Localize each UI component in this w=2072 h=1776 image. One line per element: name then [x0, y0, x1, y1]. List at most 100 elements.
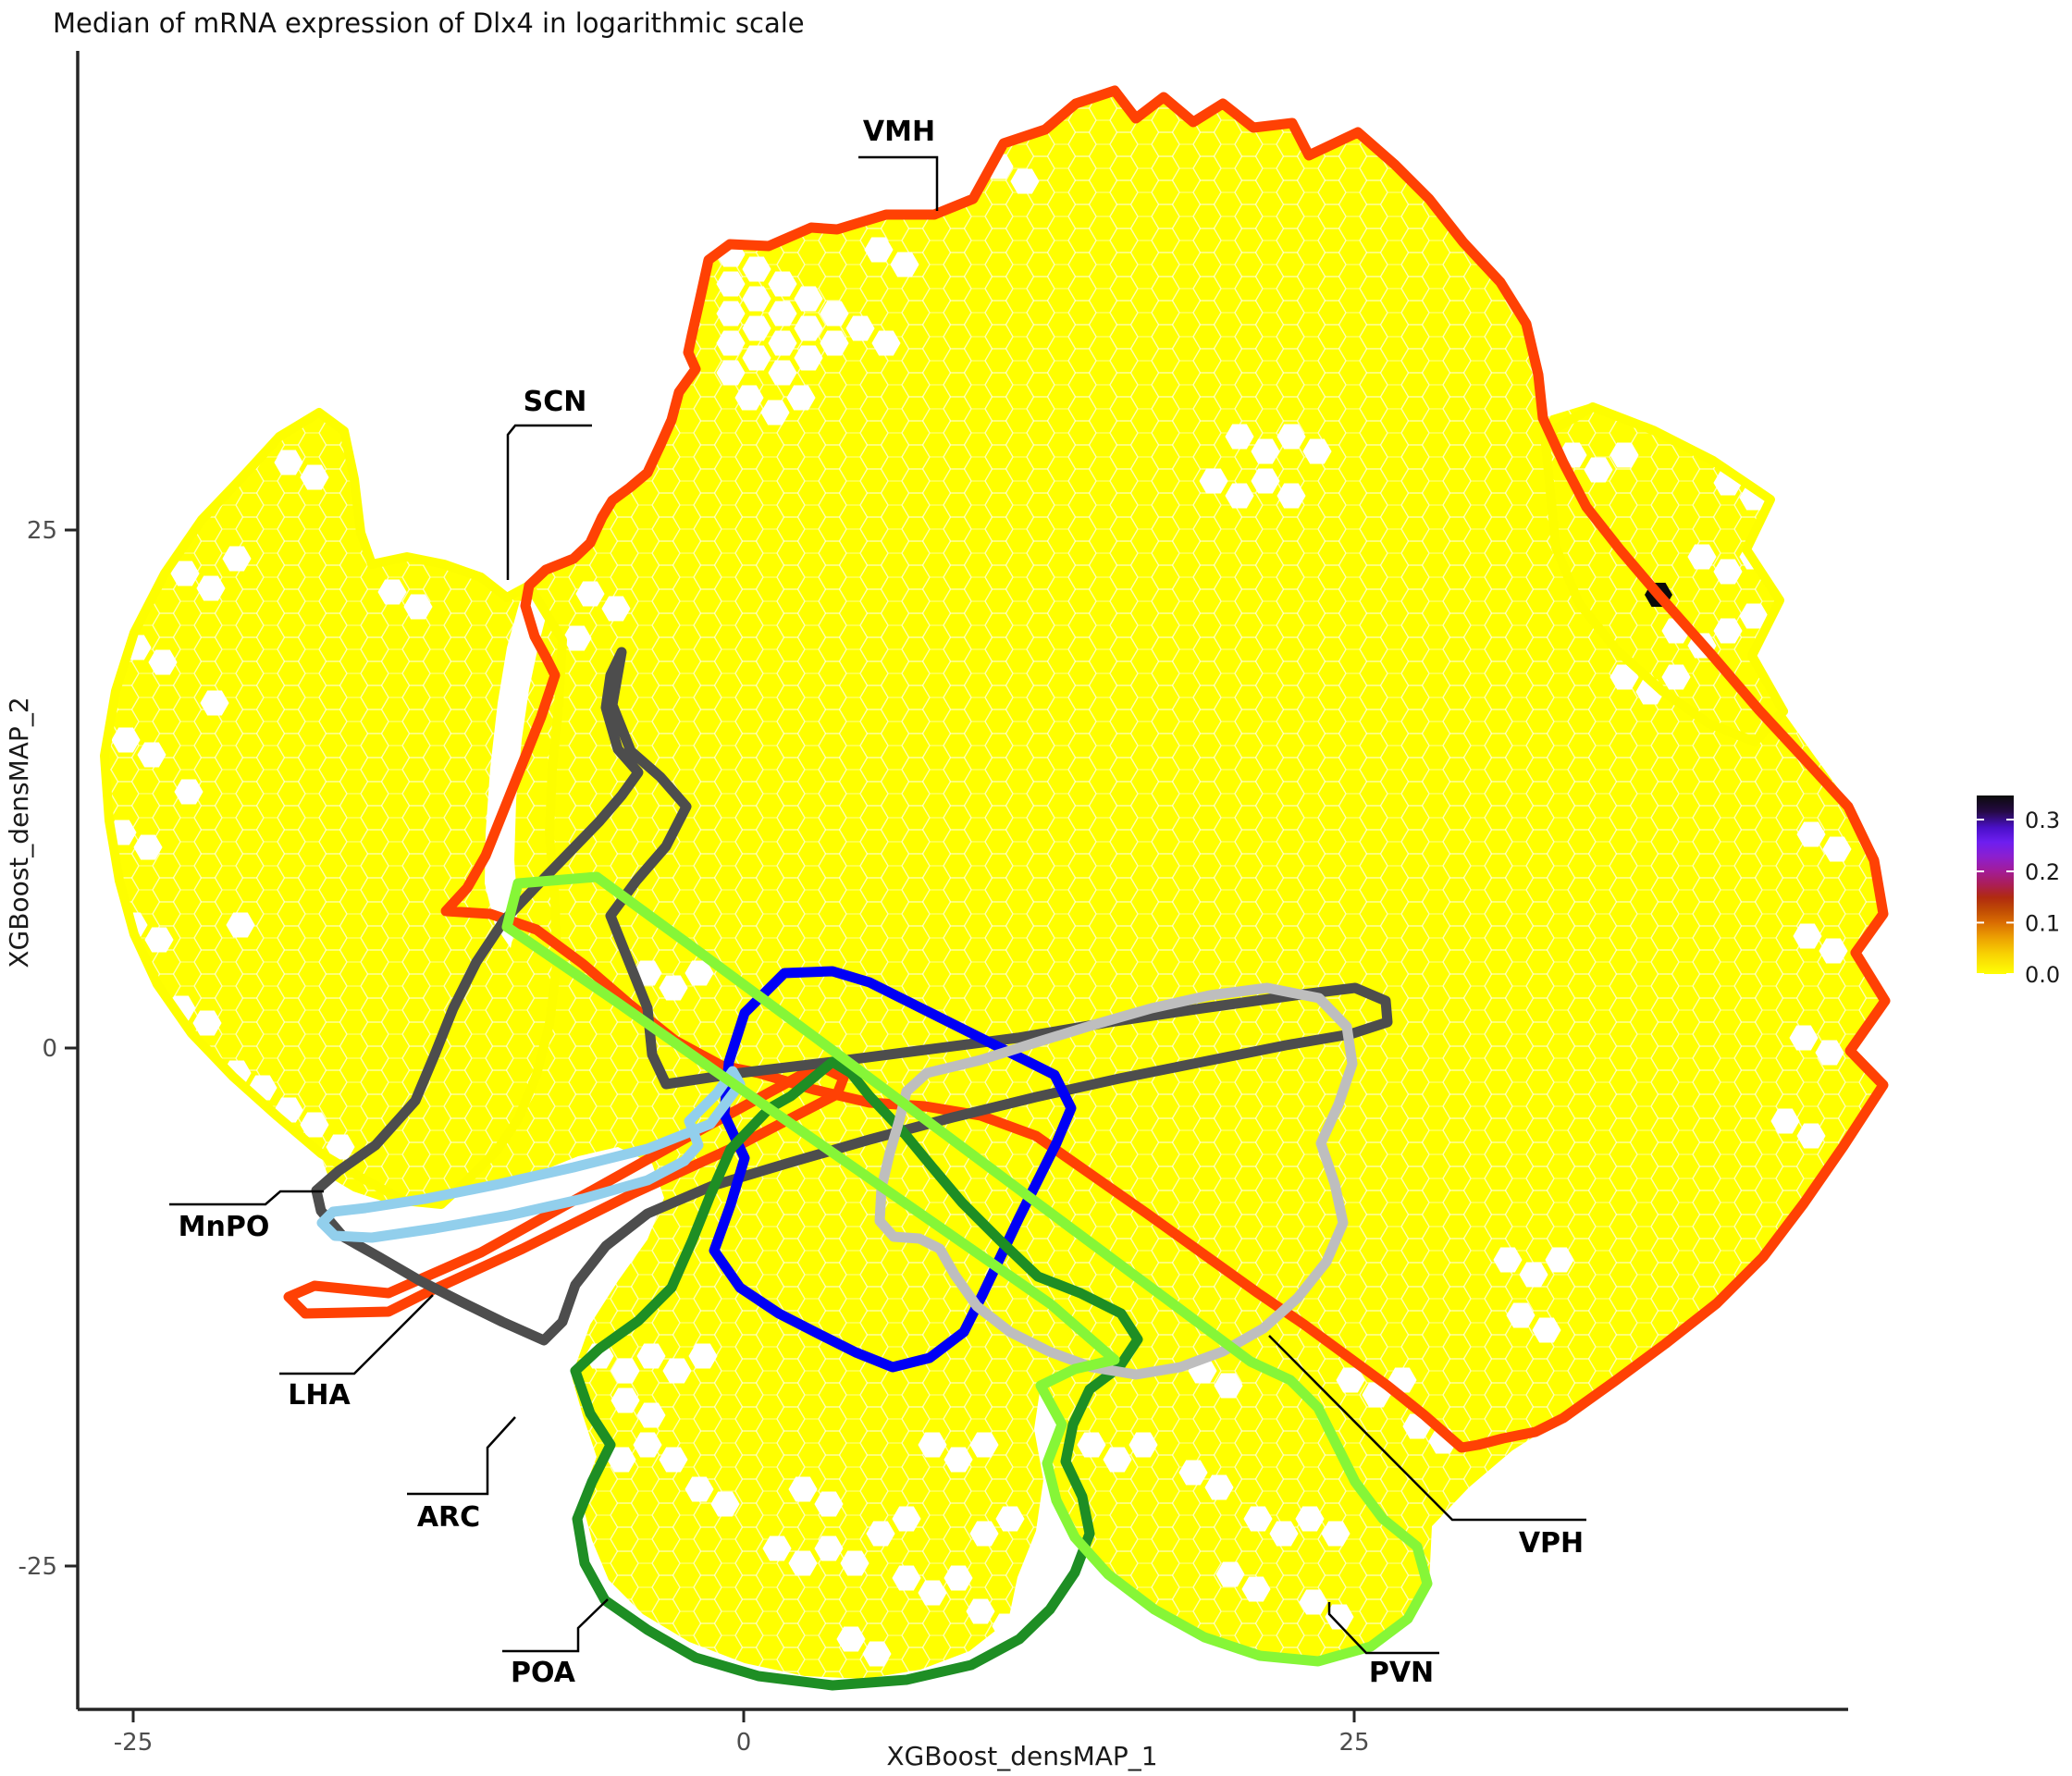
hex-hole [144, 927, 174, 953]
hex-hole [716, 301, 746, 327]
hex-hole [610, 1388, 640, 1413]
x-axis-title: XGBoost_densMAP_1 [886, 1741, 1157, 1771]
hex-hole [992, 1613, 1021, 1639]
hex-hole [1819, 938, 1848, 964]
hex-hole [1325, 1604, 1354, 1630]
hex-hole [562, 625, 592, 651]
hex-hole [1661, 664, 1691, 690]
hex-hole [1796, 821, 1826, 847]
hex-hole [794, 286, 823, 312]
legend-tick-label: 0.1 [2025, 910, 2060, 936]
hex-hole [688, 1343, 718, 1369]
legend-layer: 0.3 0.2 0.1 0.0 [1977, 796, 2060, 988]
region-label-arc: ARC [417, 1501, 480, 1534]
hex-hole [862, 1641, 892, 1667]
hex-hole [892, 1506, 921, 1532]
hex-hole [1295, 1506, 1325, 1532]
hexbin-mass [102, 91, 1887, 1679]
hex-hole [1251, 468, 1280, 494]
hex-hole [377, 579, 407, 605]
hex-hole [137, 742, 166, 768]
hex-hole [1302, 438, 1332, 464]
region-outline-poa [570, 1056, 1143, 1691]
hex-hole [1532, 1317, 1561, 1343]
hex-hole [836, 1626, 866, 1652]
hex-hole [1610, 442, 1639, 468]
annotation-layer: VMH SCN MnPO LHA ARC POA VPH PVN [169, 116, 1586, 1689]
hex-hole [1519, 1262, 1548, 1288]
hex-hole [788, 1476, 818, 1502]
hex-hole [1128, 1432, 1158, 1458]
hex-hole [1214, 1373, 1243, 1399]
hex-hole [969, 1432, 999, 1458]
hex-hole [1276, 483, 1306, 509]
y-tick-label: -25 [18, 1553, 57, 1581]
hex-hole [1241, 1576, 1271, 1602]
hex-hole [788, 1550, 818, 1576]
hex-hole [794, 315, 823, 341]
hex-hole [1077, 1432, 1106, 1458]
hex-hole [1299, 1589, 1328, 1615]
hex-hole [742, 315, 771, 341]
hex-hole [1584, 457, 1613, 483]
hex-hole [1215, 1561, 1245, 1587]
hex-hole [1493, 1247, 1523, 1273]
hex-hole [1687, 544, 1717, 570]
leader-line-scn [506, 424, 592, 580]
leader-line-poa [502, 1598, 609, 1653]
hex-hole [742, 256, 771, 282]
hex-hole [1010, 168, 1040, 194]
hex-hole [890, 252, 919, 278]
hex-hole [222, 546, 252, 572]
hex-hole [684, 960, 714, 986]
legend-tick-label: 0.2 [2025, 859, 2060, 885]
leader-line-lha [279, 1294, 434, 1375]
hex-hole [871, 330, 901, 356]
hex-hole [1276, 424, 1306, 450]
leader-line-arc [407, 1416, 516, 1496]
region-label-scn: SCN [524, 386, 587, 418]
hex-hole [918, 1580, 947, 1606]
hex-hole [192, 1010, 222, 1036]
hex-hole [786, 385, 816, 411]
region-label-lha: LHA [288, 1379, 351, 1412]
hex-hole [1199, 468, 1228, 494]
region-outline-arc [709, 966, 1077, 1373]
region-outline-mnpo [316, 1066, 746, 1243]
y-tick-label: 25 [27, 517, 57, 545]
hex-hole [1225, 424, 1254, 450]
plot-title: Median of mRNA expression of Dlx4 in log… [53, 7, 805, 39]
hex-hole [1321, 1521, 1350, 1547]
hex-hole [1789, 1025, 1819, 1051]
hex-hole [1713, 559, 1743, 585]
hex-hole [742, 286, 771, 312]
hex-hole [662, 1358, 692, 1384]
hex-hole [918, 1432, 947, 1458]
hex-hole [734, 385, 764, 411]
hex-hole [1545, 1247, 1574, 1273]
hex-hole [601, 596, 631, 622]
hex-hole [969, 1521, 999, 1547]
hex-hole [403, 594, 433, 620]
hex-hole [820, 301, 849, 327]
hex-hole [820, 330, 849, 356]
hex-hole [768, 360, 797, 386]
region-outline-vph [874, 982, 1358, 1380]
region-label-pvn: PVN [1369, 1657, 1434, 1689]
region-outline-scn [100, 408, 567, 1209]
hex-hole [716, 360, 746, 386]
hex-hole [1713, 618, 1743, 644]
hex-hole [814, 1491, 844, 1517]
hex-hole [1815, 1040, 1844, 1066]
region-label-mnpo: MnPO [179, 1211, 270, 1243]
leader-line-vmh [858, 155, 939, 211]
hex-hole [1269, 1521, 1299, 1547]
leader-line-mnpo [169, 1190, 324, 1206]
hex-hole [716, 271, 746, 297]
region-outline-lha [311, 647, 1393, 1346]
hex-hole [200, 690, 229, 716]
hex-hole [1796, 1123, 1826, 1149]
hex-hole [716, 330, 746, 356]
region-label-poa: POA [511, 1657, 576, 1689]
hex-hole [659, 1447, 688, 1473]
